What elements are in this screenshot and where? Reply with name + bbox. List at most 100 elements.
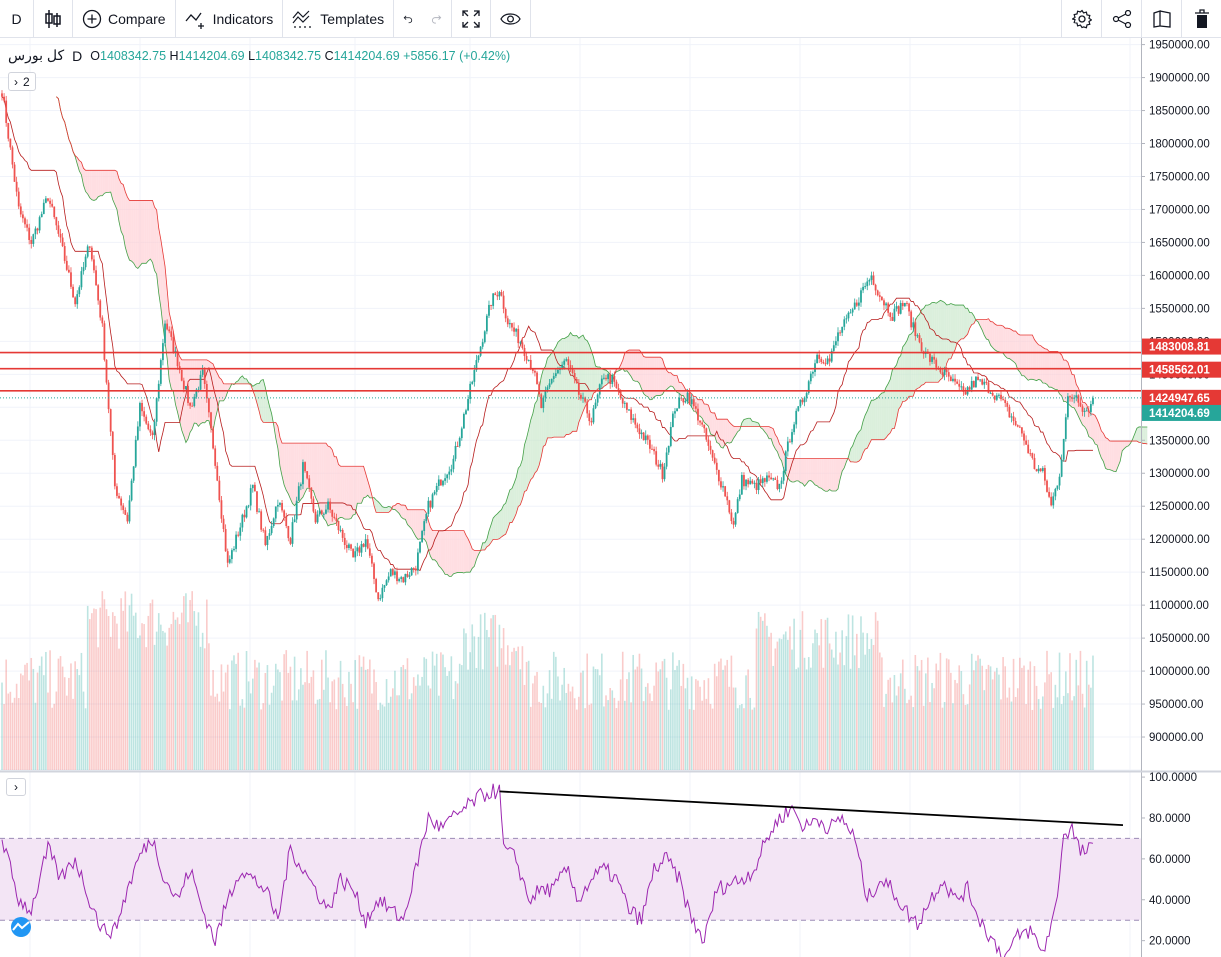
volume-bar (686, 677, 689, 770)
level-price-label: 1483008.81 (1149, 342, 1210, 354)
candle-body (567, 359, 570, 366)
candle-body (86, 246, 89, 257)
volume-bar (659, 669, 662, 770)
cloud-segment (606, 370, 609, 386)
volume-bar (76, 669, 79, 770)
symbol-label: D (11, 10, 22, 27)
cloud-segment (1019, 334, 1022, 376)
compare-button[interactable]: Compare (73, 0, 176, 38)
candle-body (563, 360, 566, 365)
cloud-segment (426, 512, 429, 550)
volume-bar (647, 683, 649, 770)
volume-bar (55, 691, 58, 770)
undo-button[interactable] (394, 0, 422, 38)
volume-bar (701, 700, 703, 770)
cloud-segment (100, 170, 103, 196)
fullscreen-button[interactable] (452, 0, 492, 38)
cloud-segment (817, 458, 820, 488)
cloud-segment (1028, 334, 1031, 381)
volume-bar (910, 695, 912, 770)
volume-bar (960, 671, 963, 770)
candle-body (623, 402, 626, 404)
delete-button[interactable] (1181, 0, 1221, 38)
volume-bar (876, 620, 879, 770)
candle-body (508, 323, 511, 325)
candle-body (916, 335, 919, 337)
candle-body (1079, 402, 1082, 407)
symbol-button[interactable]: D (0, 0, 34, 38)
volume-bar (931, 682, 933, 770)
cloud-segment (992, 321, 995, 350)
share-button[interactable] (1101, 0, 1141, 38)
hide-drawings-button[interactable] (491, 0, 532, 38)
volume-bar (797, 667, 800, 770)
cloud-segment (913, 320, 916, 397)
volume-bar (830, 649, 833, 770)
candle-body (1023, 433, 1025, 441)
redo-button[interactable] (422, 0, 453, 38)
candle-body (780, 480, 783, 484)
cloud-segment (1044, 348, 1047, 385)
volume-bar (155, 631, 158, 770)
candle-body (141, 402, 143, 412)
compare-plus-icon (82, 9, 102, 28)
volume-bar (559, 700, 561, 770)
cloud-segment (911, 331, 914, 397)
volume-bar (743, 708, 745, 770)
volume-bar (885, 693, 887, 770)
cloud-segment (549, 352, 552, 438)
volume-bar (1039, 708, 1042, 770)
volume-bar (450, 656, 453, 770)
volume-bar (252, 678, 254, 770)
candle-body (1064, 417, 1067, 439)
rsi-collapse-button[interactable]: › (6, 778, 26, 796)
cloud-segment (511, 483, 515, 523)
candle-body (799, 399, 802, 407)
volume-bar (490, 618, 492, 770)
cloud-segment (869, 400, 872, 444)
volume-bar (164, 632, 166, 770)
cloud-segment (658, 357, 661, 396)
volume-bar (517, 646, 520, 770)
candle-body (824, 363, 827, 365)
indicators-collapse-button[interactable]: › 2 (8, 72, 36, 91)
volume-bar (835, 631, 837, 770)
candle-body (26, 224, 28, 228)
candle-body (419, 541, 421, 553)
candle-body (421, 530, 423, 542)
cloud-segment (119, 178, 122, 232)
last-price-label-bg (1142, 404, 1221, 421)
tradingview-logo-icon[interactable] (8, 917, 34, 937)
candle-body (812, 371, 814, 374)
candle-body (189, 402, 191, 406)
candle-body (490, 304, 492, 306)
chart-area[interactable]: 1950000.00 1900000.00 1850000.00 1800000.00… (0, 38, 1221, 957)
candle-body (611, 375, 614, 384)
chart-canvas[interactable]: 1950000.001900000.001850000.001800000.00… (0, 38, 1221, 957)
cloud-segment (946, 304, 949, 364)
candle-body (1010, 416, 1013, 418)
candle-body (586, 401, 589, 414)
volume-bar (266, 665, 269, 770)
volume-bar (782, 634, 785, 770)
settings-button[interactable] (1061, 0, 1101, 38)
undo-icon (403, 15, 413, 23)
volume-bar (339, 660, 342, 770)
volume-bar (7, 693, 10, 770)
templates-button[interactable]: Templates (283, 0, 395, 38)
cloud-segment (334, 456, 337, 524)
indicators-button[interactable]: Indicators (176, 0, 284, 38)
volume-bar (122, 610, 125, 770)
candle-body (266, 535, 269, 546)
bar-style-button[interactable] (34, 0, 73, 38)
candle-body (678, 397, 681, 409)
volume-bar (78, 675, 81, 770)
candle-body (477, 355, 480, 361)
cloud-segment (1099, 424, 1102, 458)
candle-body (682, 398, 685, 403)
candle-body (1039, 468, 1042, 471)
cloud-segment (852, 440, 855, 463)
cloud-segment (524, 437, 527, 492)
snapshot-button[interactable] (1141, 0, 1181, 38)
cloud-segment (754, 421, 757, 427)
